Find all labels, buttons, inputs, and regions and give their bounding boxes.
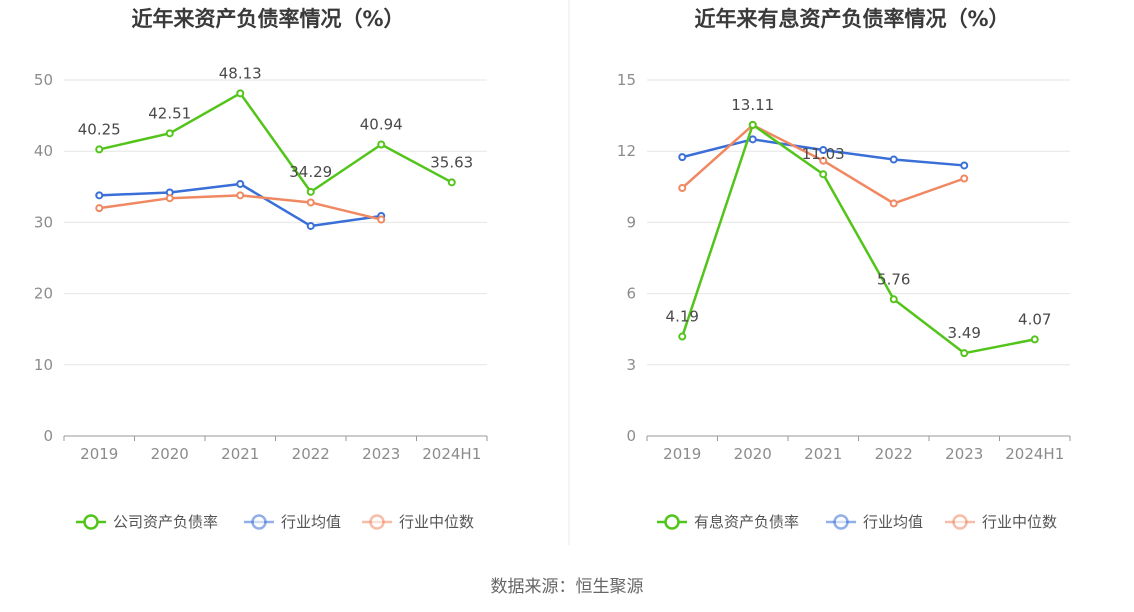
x-tick-label: 2023 bbox=[945, 445, 983, 463]
legend-label: 行业中位数 bbox=[399, 513, 474, 531]
data-point[interactable] bbox=[889, 199, 898, 208]
data-label: 48.13 bbox=[219, 64, 262, 82]
y-tick-label: 0 bbox=[43, 427, 53, 445]
data-point[interactable] bbox=[678, 183, 687, 192]
data-point[interactable] bbox=[306, 187, 315, 196]
data-point[interactable] bbox=[377, 140, 386, 149]
data-label: 4.19 bbox=[666, 308, 699, 326]
data-point[interactable] bbox=[165, 129, 174, 138]
x-tick-label: 2020 bbox=[151, 445, 189, 463]
legend-marker bbox=[664, 514, 680, 530]
data-label: 3.49 bbox=[948, 324, 981, 342]
data-point[interactable] bbox=[960, 349, 969, 358]
y-tick-label: 10 bbox=[34, 356, 53, 374]
y-tick-label: 12 bbox=[617, 142, 636, 160]
legend-item[interactable]: 行业中位数 bbox=[945, 513, 1057, 531]
data-label: 4.07 bbox=[1018, 310, 1051, 328]
data-point[interactable] bbox=[748, 120, 757, 129]
x-tick-label: 2021 bbox=[804, 445, 842, 463]
x-tick-label: 2022 bbox=[292, 445, 330, 463]
data-point[interactable] bbox=[236, 179, 245, 188]
source-label: 数据来源：恒生聚源 bbox=[491, 577, 644, 597]
x-tick-label: 2019 bbox=[80, 445, 118, 463]
x-tick-label: 2021 bbox=[221, 445, 259, 463]
chart-interest-debt-ratio: 近年来有息资产负债率情况（%） 0 3 6 9 12 15 2019 2020 2021 2022 2… bbox=[617, 7, 1071, 531]
data-point[interactable] bbox=[165, 194, 174, 203]
series-line bbox=[681, 123, 1035, 355]
y-tick-label: 20 bbox=[34, 285, 53, 303]
data-point[interactable] bbox=[960, 161, 969, 170]
data-label: 11.03 bbox=[802, 145, 845, 163]
legend-label: 行业均值 bbox=[863, 513, 923, 531]
series-line bbox=[98, 92, 453, 194]
data-point[interactable] bbox=[447, 178, 456, 187]
legend-marker bbox=[83, 514, 99, 530]
data-label: 13.11 bbox=[731, 96, 774, 114]
data-point[interactable] bbox=[960, 174, 969, 183]
legend-label: 行业中位数 bbox=[982, 513, 1057, 531]
data-label: 40.94 bbox=[360, 116, 403, 134]
data-point[interactable] bbox=[748, 135, 757, 144]
data-point[interactable] bbox=[95, 145, 104, 154]
data-label: 5.76 bbox=[877, 270, 910, 288]
data-label: 40.25 bbox=[78, 120, 121, 138]
legend-marker bbox=[251, 514, 267, 530]
legend-marker bbox=[369, 514, 385, 530]
y-tick-label: 15 bbox=[617, 71, 636, 89]
data-label: 35.63 bbox=[430, 153, 473, 171]
y-tick-label: 6 bbox=[626, 285, 636, 303]
y-tick-label: 9 bbox=[626, 213, 636, 231]
y-tick-label: 50 bbox=[34, 71, 53, 89]
legend-marker bbox=[952, 514, 968, 530]
data-point[interactable] bbox=[377, 215, 386, 224]
data-point[interactable] bbox=[819, 156, 828, 165]
data-point[interactable] bbox=[95, 204, 104, 213]
x-tick-label: 2024H1 bbox=[1005, 445, 1064, 463]
chart-debt-ratio: 近年来资产负债率情况（%） 0 10 20 30 40 50 2019 2020 2021 2022… bbox=[34, 7, 488, 531]
legend-label: 公司资产负债率 bbox=[113, 513, 218, 531]
x-tick-label: 2024H1 bbox=[422, 445, 481, 463]
data-point[interactable] bbox=[889, 155, 898, 164]
x-tick-label: 2020 bbox=[734, 445, 772, 463]
x-tick-label: 2023 bbox=[362, 445, 400, 463]
data-point[interactable] bbox=[678, 153, 687, 162]
y-tick-label: 3 bbox=[626, 356, 636, 374]
data-point[interactable] bbox=[306, 198, 315, 207]
legend-marker bbox=[833, 514, 849, 530]
legend-label: 行业均值 bbox=[281, 513, 341, 531]
legend-item[interactable]: 行业均值 bbox=[826, 513, 923, 531]
data-point[interactable] bbox=[236, 191, 245, 200]
chart-title: 近年来资产负债率情况（%） bbox=[131, 7, 404, 31]
data-point[interactable] bbox=[1030, 335, 1039, 344]
data-label: 34.29 bbox=[289, 163, 332, 181]
data-point[interactable] bbox=[678, 332, 687, 341]
data-point[interactable] bbox=[236, 89, 245, 98]
data-point[interactable] bbox=[889, 295, 898, 304]
data-label: 42.51 bbox=[148, 104, 191, 122]
data-point[interactable] bbox=[306, 221, 315, 230]
data-point[interactable] bbox=[95, 191, 104, 200]
chart-title: 近年来有息资产负债率情况（%） bbox=[694, 7, 1009, 31]
x-tick-label: 2019 bbox=[663, 445, 701, 463]
data-point[interactable] bbox=[819, 146, 828, 155]
series-line bbox=[99, 182, 382, 228]
legend-item[interactable]: 有息资产负债率 bbox=[657, 513, 799, 531]
legend-item[interactable]: 行业均值 bbox=[244, 513, 341, 531]
legend-item[interactable]: 公司资产负债率 bbox=[76, 513, 218, 531]
y-tick-label: 0 bbox=[626, 427, 636, 445]
x-tick-label: 2022 bbox=[875, 445, 913, 463]
legend-label: 有息资产负债率 bbox=[694, 513, 799, 531]
y-tick-label: 30 bbox=[34, 213, 53, 231]
y-tick-label: 40 bbox=[34, 142, 53, 160]
legend-item[interactable]: 行业中位数 bbox=[362, 513, 474, 531]
data-point[interactable] bbox=[819, 170, 828, 179]
